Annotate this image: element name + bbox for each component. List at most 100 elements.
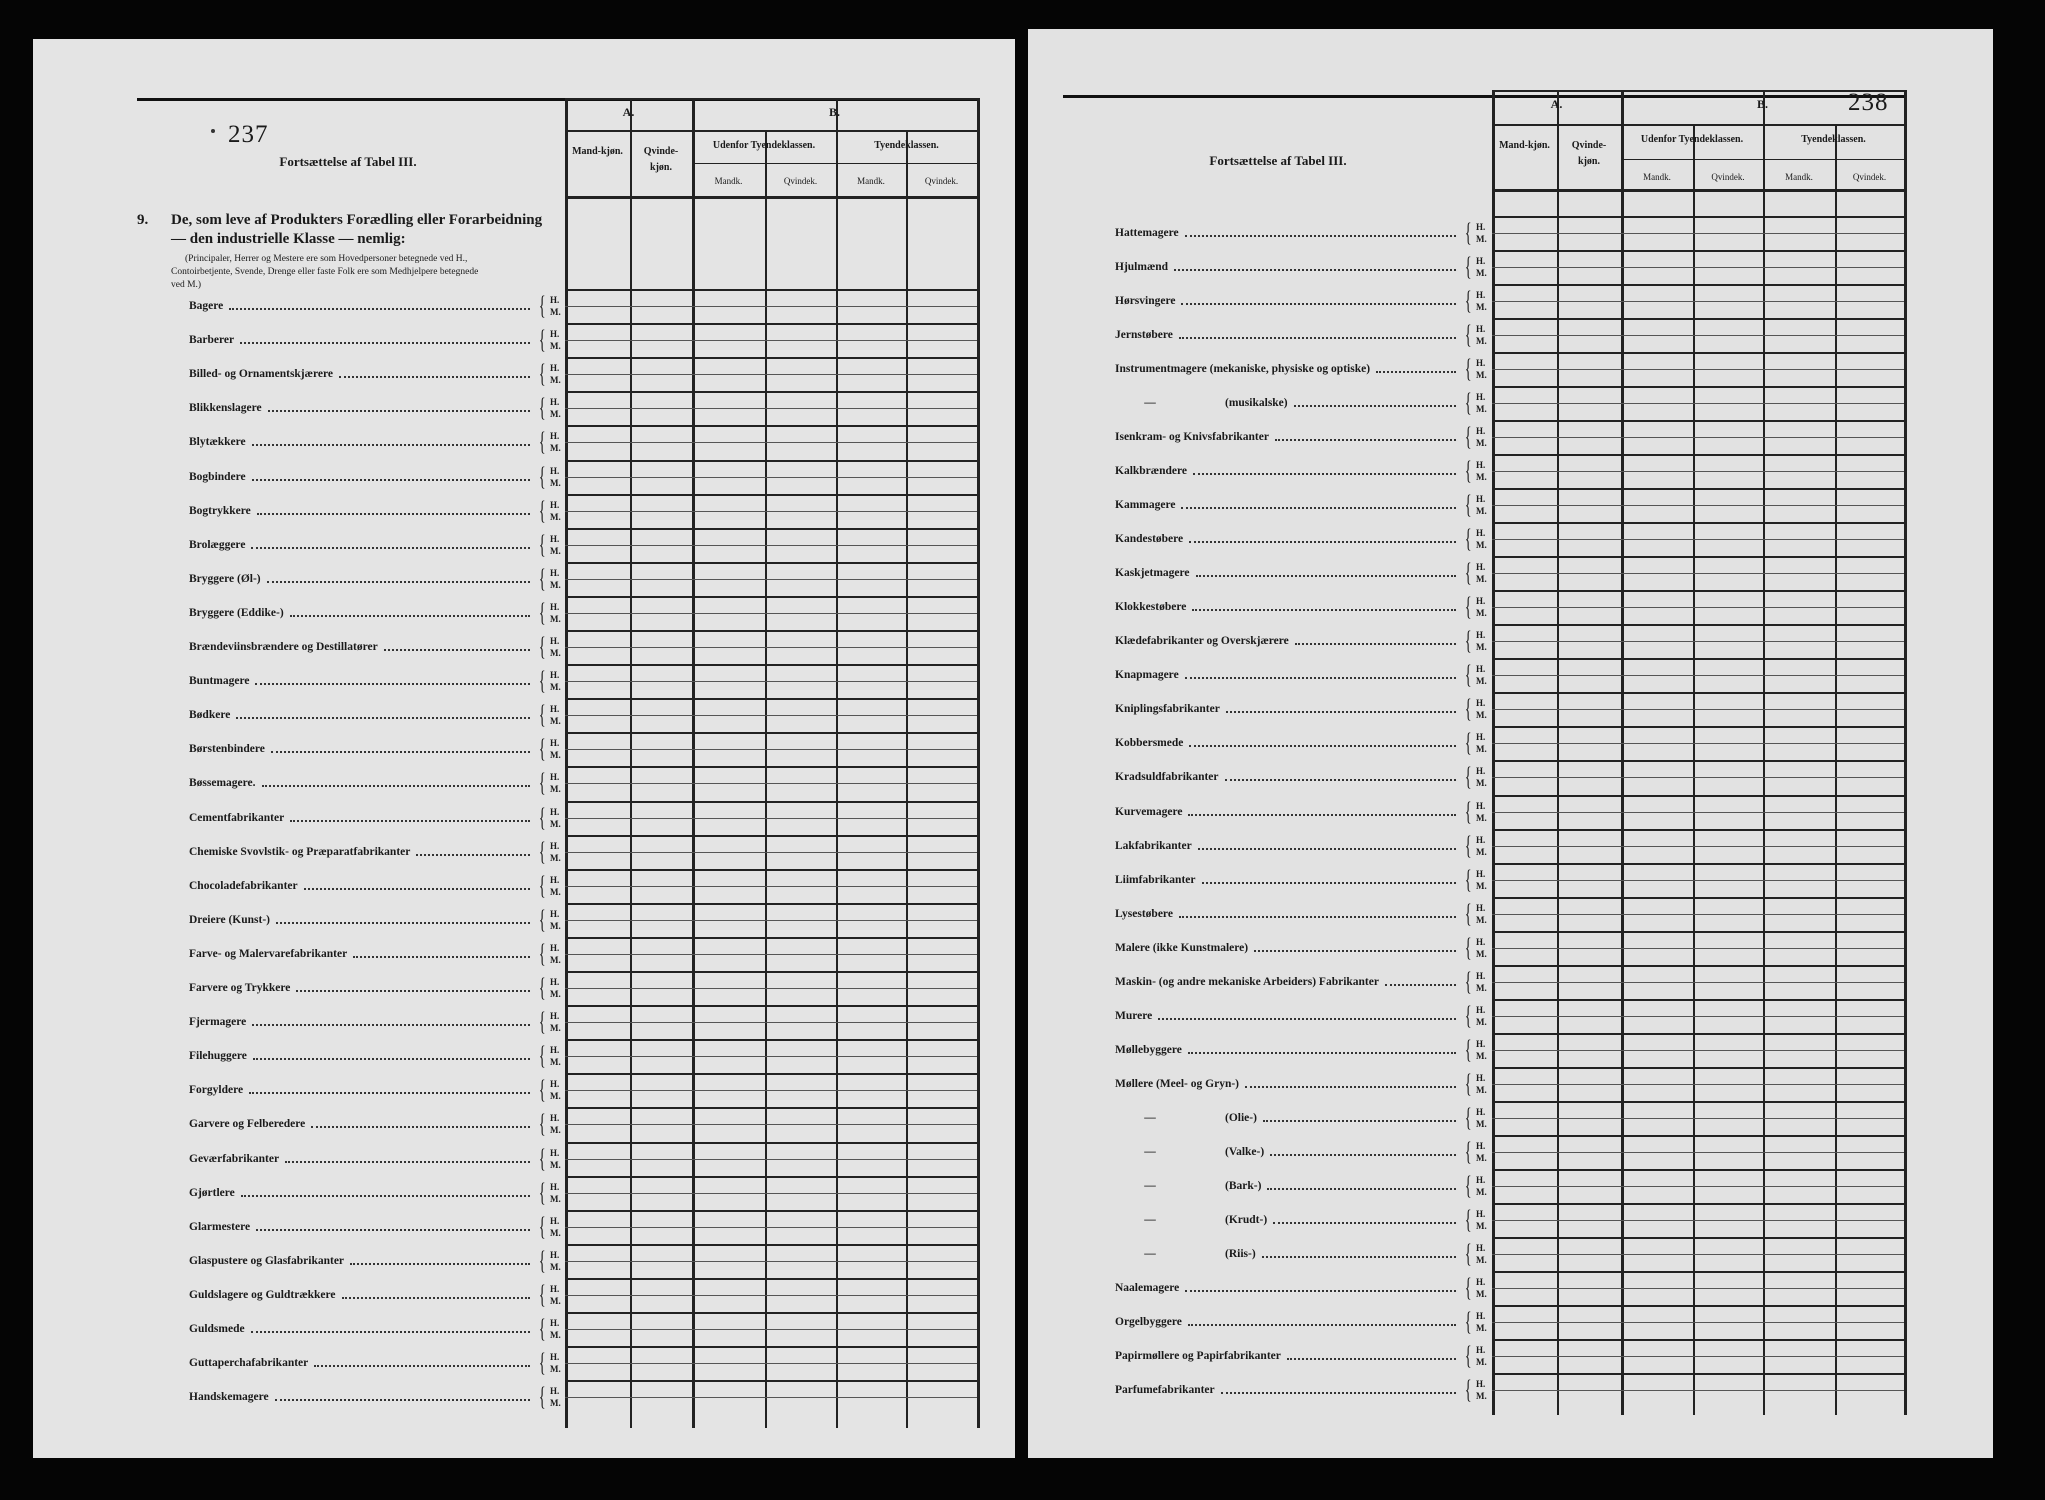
- marker-helper: M.: [550, 1159, 561, 1170]
- dot-leader: [1245, 1085, 1456, 1088]
- marker-helper: M.: [550, 545, 561, 556]
- row-markers: H. M.: [1476, 800, 1492, 824]
- brace-icon: {: [538, 1075, 546, 1105]
- row-divider: [1492, 828, 1904, 831]
- brace-icon: {: [1464, 1000, 1472, 1030]
- marker-helper: M.: [550, 1023, 561, 1034]
- row-markers: H. M.: [1476, 1106, 1492, 1130]
- occupation-row: Bogtrykkere{H. M.: [189, 494, 566, 528]
- marker-head: H.: [1476, 392, 1486, 403]
- occupation-label: Papirmøllere og Papirfabrikanter: [1115, 1349, 1281, 1362]
- row-divider: [1492, 760, 1904, 763]
- occupation-label: Lakfabrikanter: [1115, 839, 1192, 852]
- occupation-row: Hattemagere {H. M.: [1115, 216, 1492, 250]
- marker-head: H.: [550, 329, 560, 340]
- row-markers: H. M.: [550, 1010, 566, 1034]
- row-subdivider: [1492, 811, 1904, 813]
- brace-icon: {: [538, 700, 546, 730]
- dot-leader: [311, 1126, 530, 1129]
- occupation-row: Guldsmede {H. M.: [189, 1312, 566, 1346]
- marker-helper: M.: [1476, 234, 1487, 244]
- occupation-row: Blikkenslagere{H. M.: [189, 391, 566, 425]
- row-divider: [1492, 1338, 1904, 1341]
- dot-leader: [249, 1092, 530, 1095]
- dot-leader: [270, 751, 530, 754]
- marker-helper: M.: [1476, 914, 1487, 925]
- brace-icon: {: [1464, 524, 1472, 554]
- occupation-label: Billed- og Ornamentskjærere: [189, 368, 333, 381]
- marker-head: H.: [1476, 834, 1486, 845]
- row-divider: [1492, 1100, 1904, 1103]
- brace-icon: {: [1464, 1204, 1472, 1234]
- row-divider: [1492, 1032, 1904, 1035]
- occupation-row: Kradsuldfabrikanter{H. M.: [1115, 760, 1492, 794]
- marker-head: H.: [550, 1079, 560, 1090]
- column-divider: [692, 98, 695, 1428]
- occupation-label: Glaspustere og Glasfabrikanter: [189, 1254, 345, 1267]
- occupation-row: Kurvemagere{H. M.: [1115, 795, 1492, 829]
- dot-leader: [274, 1399, 530, 1402]
- marker-helper: M.: [1476, 608, 1487, 619]
- row-divider: [565, 1039, 977, 1042]
- brace-icon: {: [1464, 626, 1472, 656]
- dot-leader: [1174, 269, 1456, 272]
- occupation-label: Klokkestøbere: [1115, 601, 1187, 614]
- occupation-label: Hattemagere: [1115, 227, 1179, 239]
- occupation-label: Farve- og Malervarefabrikanter: [189, 947, 348, 960]
- row-divider: [1492, 1066, 1904, 1069]
- dot-leader: [285, 1160, 530, 1163]
- dot-leader: [1189, 745, 1456, 748]
- occupation-row: Møllere (Meel- og Gryn-){H. M.: [1115, 1067, 1492, 1101]
- marker-helper: M.: [1476, 1016, 1487, 1027]
- row-markers: H. M.: [1476, 1038, 1492, 1062]
- section-note-line-3: ved M.): [171, 280, 202, 290]
- occupation-label: Handskemagere: [189, 1391, 269, 1404]
- marker-helper: M.: [1476, 268, 1487, 279]
- dot-leader: [289, 614, 530, 617]
- dot-leader: [1267, 1187, 1456, 1190]
- row-subdivider: [565, 817, 977, 819]
- marker-head: H.: [1476, 324, 1486, 335]
- column-divider: [1835, 124, 1837, 1415]
- row-subdivider: [1492, 1219, 1904, 1221]
- marker-head: H.: [550, 636, 560, 646]
- row-subdivider: [565, 612, 977, 614]
- marker-helper: M.: [550, 750, 561, 761]
- occupation-label: (Krudt-): [1225, 1213, 1268, 1226]
- marker-head: H.: [1476, 1038, 1486, 1049]
- row-markers: H. M.: [550, 635, 566, 659]
- row-markers: H. M.: [1476, 936, 1492, 960]
- dot-leader: [256, 512, 530, 515]
- row-subdivider: [1492, 743, 1904, 745]
- marker-helper: M.: [550, 1091, 561, 1102]
- marker-helper: M.: [1476, 1356, 1487, 1367]
- occupation-row: Orgelbyggere{H. M.: [1115, 1305, 1492, 1339]
- occupation-row: — (Bark-){H. M.: [1115, 1169, 1492, 1203]
- occupation-label: Gjørtlere: [189, 1186, 235, 1199]
- dot-leader: [350, 1262, 530, 1265]
- dot-leader: [1195, 575, 1456, 578]
- marker-head: H.: [550, 704, 560, 715]
- occupation-label: Glarmestere: [189, 1220, 251, 1233]
- row-subdivider: [1492, 607, 1904, 609]
- row-markers: H. M.: [550, 1317, 566, 1341]
- occupation-label: Filehuggere: [189, 1050, 247, 1063]
- marker-head: H.: [550, 977, 560, 987]
- column-divider: [1557, 90, 1559, 1415]
- brace-icon: {: [538, 1109, 546, 1139]
- marker-helper: M.: [1476, 676, 1487, 687]
- brace-icon: {: [1464, 1136, 1472, 1166]
- row-subdivider: [1492, 471, 1904, 473]
- marker-helper: M.: [1476, 1254, 1487, 1265]
- occupation-row: Kammagere{H. M.: [1115, 488, 1492, 522]
- section-number: 9.: [137, 212, 149, 228]
- row-divider: [565, 1005, 977, 1008]
- row-markers: H. M.: [1476, 289, 1492, 313]
- row-subdivider: [565, 715, 977, 717]
- row-markers: H. M.: [1476, 765, 1492, 789]
- dot-leader: [1187, 1323, 1456, 1326]
- brace-icon: {: [1464, 456, 1472, 486]
- occupation-label: Bryggere (Eddike-): [189, 606, 284, 619]
- row-divider: [565, 323, 977, 326]
- marker-helper: M.: [1476, 812, 1487, 823]
